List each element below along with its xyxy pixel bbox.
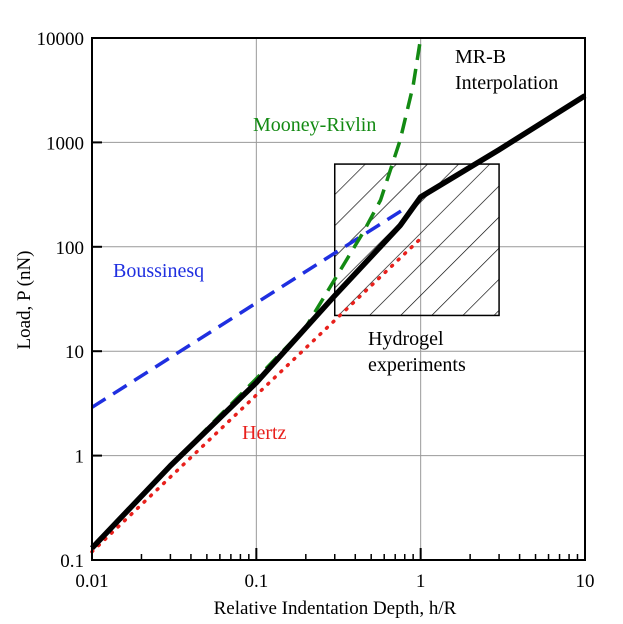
series-label: MR-B Interpolation [455,46,559,94]
series-label: Hertz [242,422,287,444]
y-axis-label: Load, P (nN) [14,250,35,349]
series-label: Boussinesq [113,260,205,282]
series-line [90,236,423,554]
y-tick-label: 100 [56,238,85,259]
y-tick-label: 1 [75,447,85,468]
series-line [91,207,406,409]
plot-frame [91,37,586,561]
series-label: Mooney-Rivlin [253,114,377,136]
x-tick-label: 10 [576,571,595,592]
x-tick-label: 0.01 [75,571,108,592]
y-tick-label: 1000 [46,133,84,154]
series-line [90,93,587,550]
y-tick-label: 10000 [37,29,85,50]
x-tick-label: 0.1 [244,571,268,592]
y-tick-label: 10 [65,342,84,363]
x-tick-label: 1 [416,571,426,592]
x-axis-label: Relative Indentation Depth, h/R [214,598,457,619]
region-label: Hydrogel experiments [368,328,466,376]
y-tick-label: 0.1 [60,551,84,572]
